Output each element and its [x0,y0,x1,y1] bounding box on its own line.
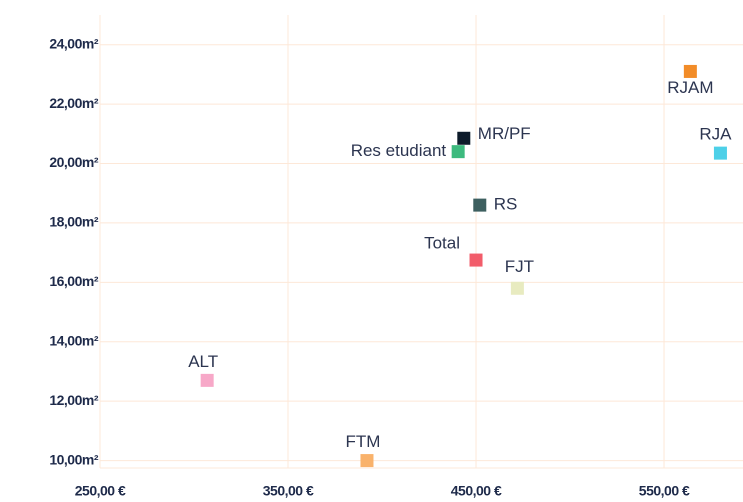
point-label: FJT [505,257,534,276]
point-label: RJAM [667,78,713,97]
point-label: ALT [188,352,218,371]
point [469,253,483,267]
point [200,373,214,387]
point [473,198,487,212]
y-tick-label: 24,00m² [49,35,98,51]
point-label: RS [494,195,518,214]
y-tick-label: 10,00m² [49,451,98,467]
y-tick-label: 16,00m² [49,273,98,289]
point-label: MR/PF [478,124,531,143]
y-tick-label: 18,00m² [49,214,98,230]
point-label: FTM [346,432,381,451]
point [360,454,374,468]
y-tick-label: 14,00m² [49,332,98,348]
x-tick-label: 350,00 € [263,483,314,499]
x-tick-label: 550,00 € [639,483,690,499]
point [683,64,697,78]
y-tick-label: 12,00m² [49,392,98,408]
y-tick-label: 20,00m² [49,154,98,170]
x-tick-label: 250,00 € [75,483,126,499]
point-label: Total [424,234,460,253]
y-tick-label: 22,00m² [49,95,98,111]
x-tick-label: 450,00 € [451,483,502,499]
point-label: RJA [699,125,732,144]
point [510,281,524,295]
point [451,145,465,159]
point [457,131,471,145]
point-label: Res etudiant [351,141,447,160]
point [713,146,727,160]
